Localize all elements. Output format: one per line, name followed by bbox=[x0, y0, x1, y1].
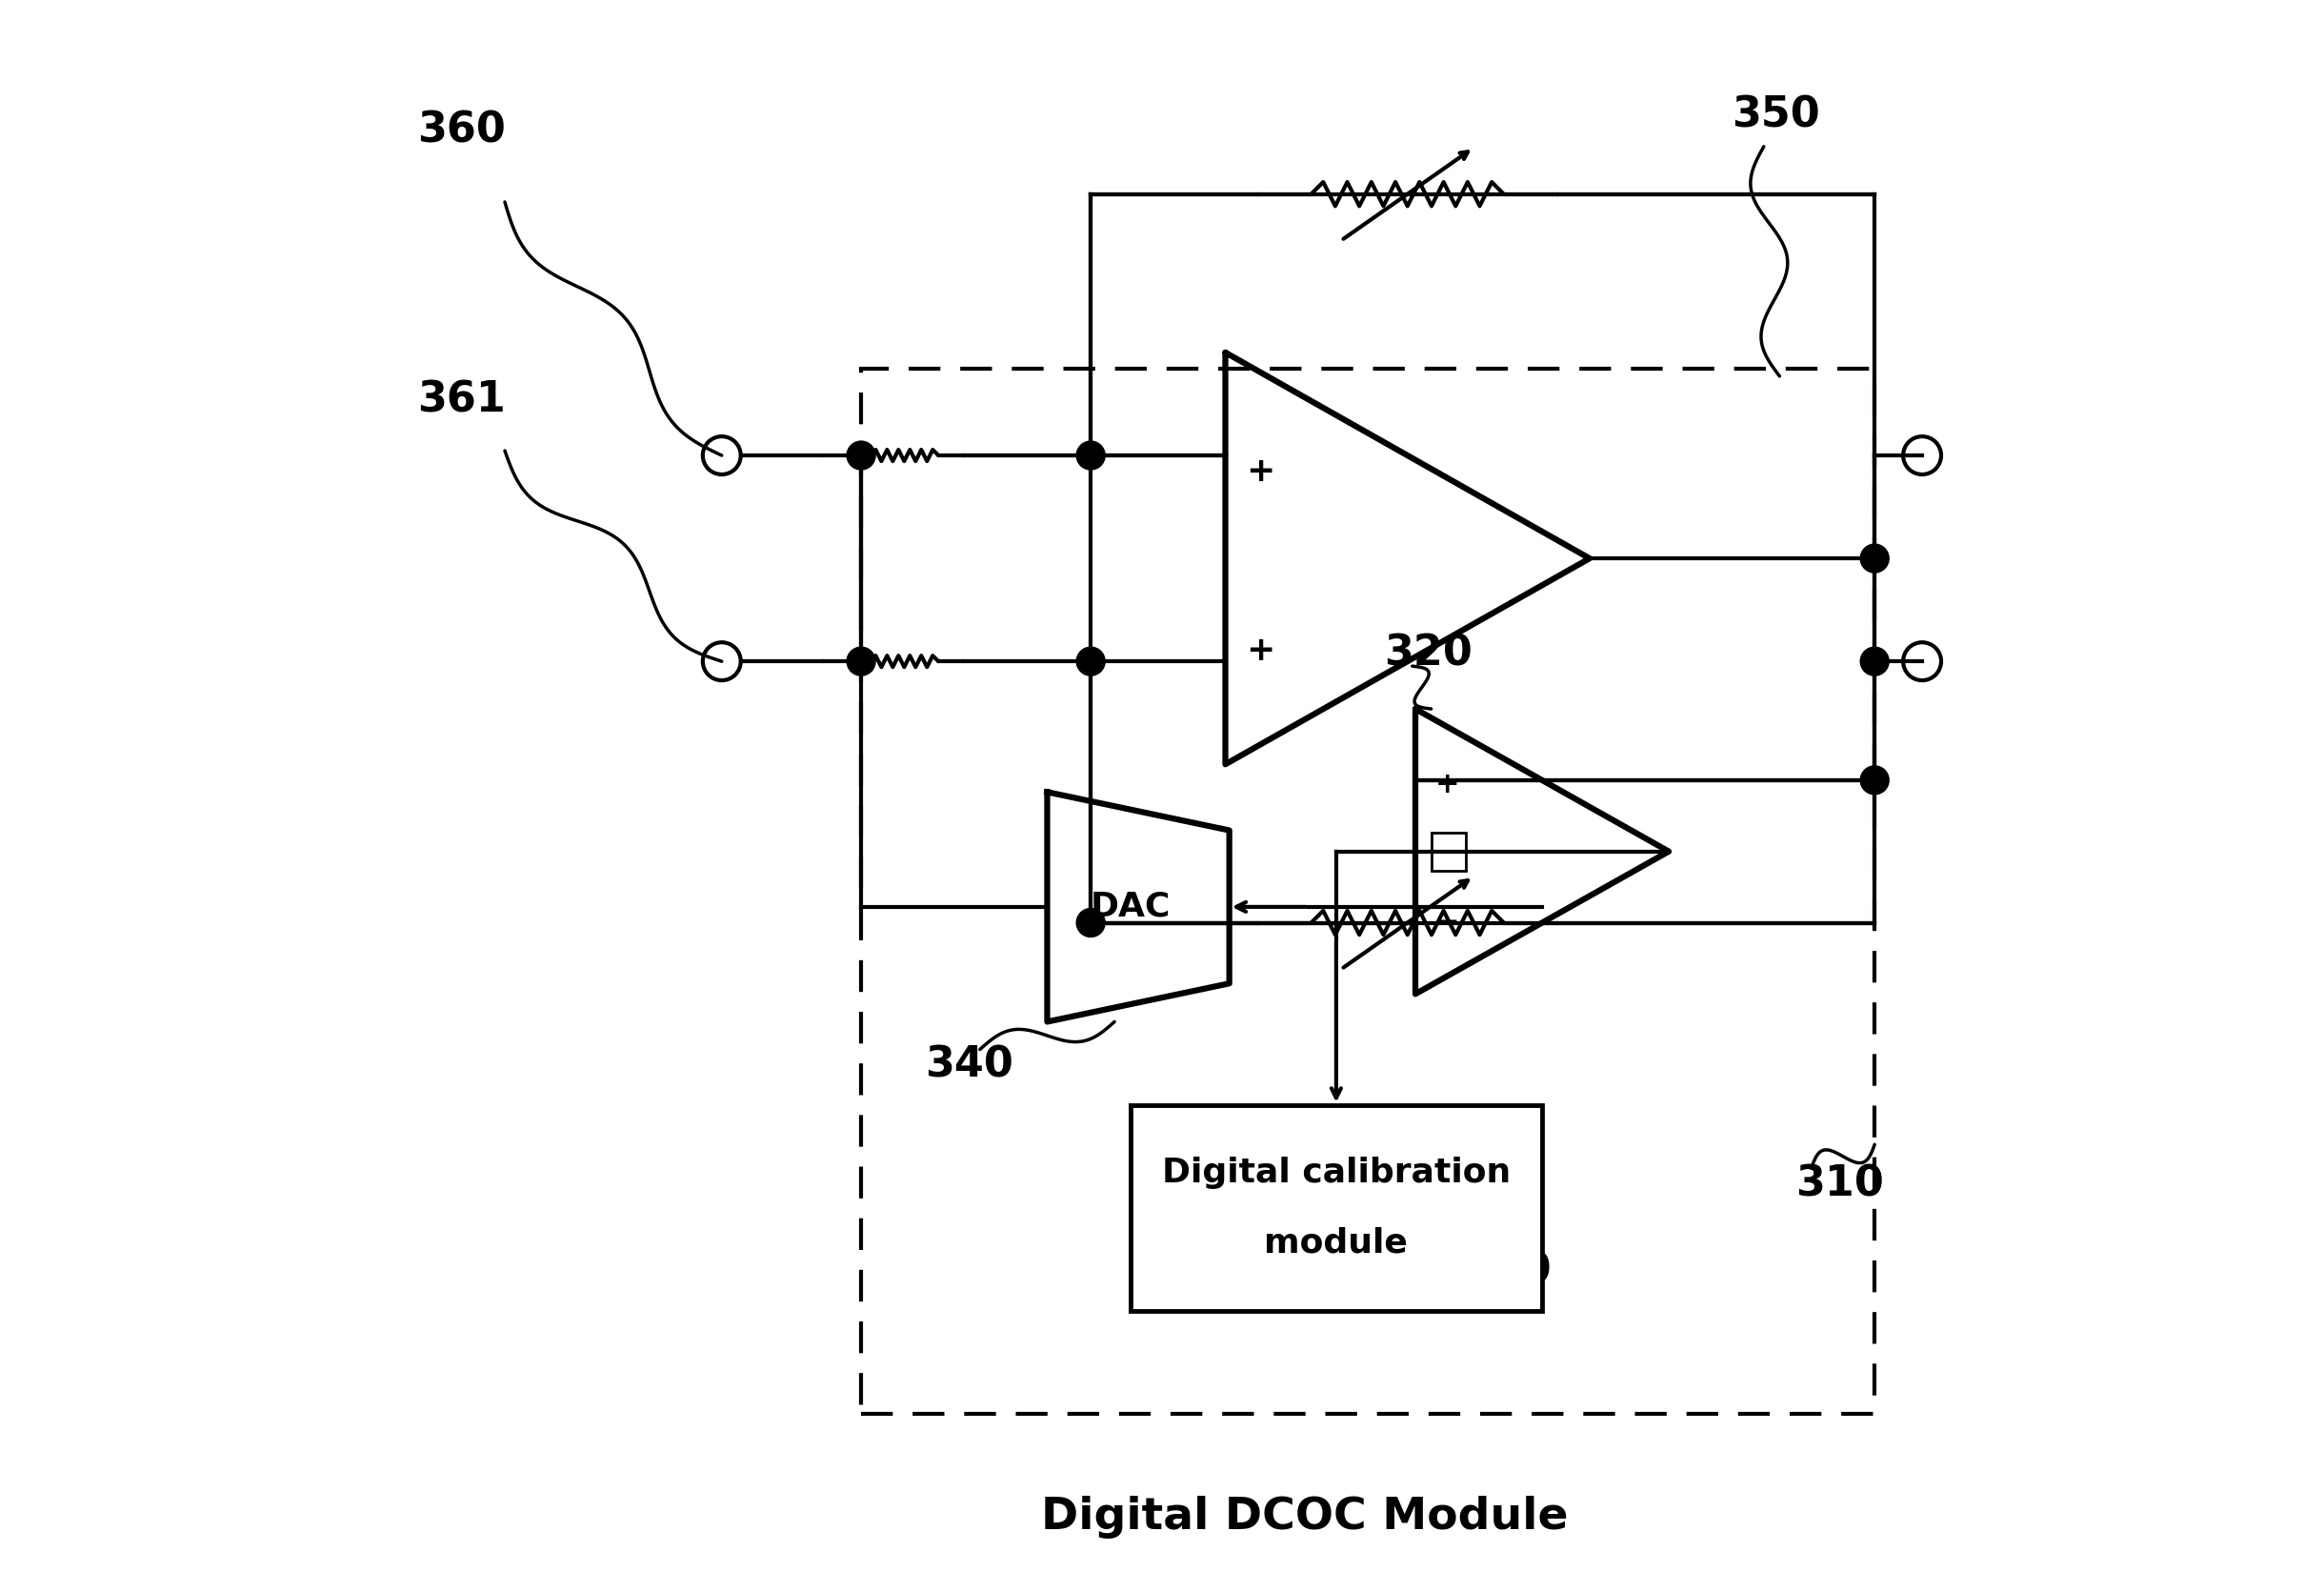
Circle shape bbox=[1862, 646, 1889, 675]
Text: +: + bbox=[1246, 455, 1274, 487]
Text: 310: 310 bbox=[1796, 1164, 1885, 1205]
Circle shape bbox=[1862, 766, 1889, 794]
Text: 330: 330 bbox=[1462, 1251, 1550, 1291]
Text: 361: 361 bbox=[418, 379, 507, 420]
Circle shape bbox=[846, 441, 876, 470]
Text: 350: 350 bbox=[1731, 94, 1820, 135]
Text: +: + bbox=[1246, 634, 1274, 667]
Bar bbox=[1432, 833, 1466, 871]
Text: 320: 320 bbox=[1383, 634, 1471, 673]
Circle shape bbox=[846, 646, 876, 675]
Bar bbox=[862, 368, 1875, 1414]
Circle shape bbox=[1076, 909, 1104, 938]
Text: 360: 360 bbox=[418, 110, 507, 151]
Text: DAC: DAC bbox=[1090, 890, 1171, 923]
Text: Digital DCOC Module: Digital DCOC Module bbox=[1041, 1495, 1569, 1538]
Circle shape bbox=[1076, 646, 1104, 675]
Text: −: − bbox=[1434, 909, 1459, 936]
Text: +: + bbox=[1434, 771, 1459, 799]
Circle shape bbox=[1076, 441, 1104, 470]
Text: module: module bbox=[1264, 1226, 1408, 1259]
Text: Digital calibration: Digital calibration bbox=[1162, 1157, 1511, 1189]
Circle shape bbox=[1862, 544, 1889, 573]
Text: 340: 340 bbox=[925, 1044, 1013, 1086]
Bar bbox=[1129, 1105, 1543, 1310]
